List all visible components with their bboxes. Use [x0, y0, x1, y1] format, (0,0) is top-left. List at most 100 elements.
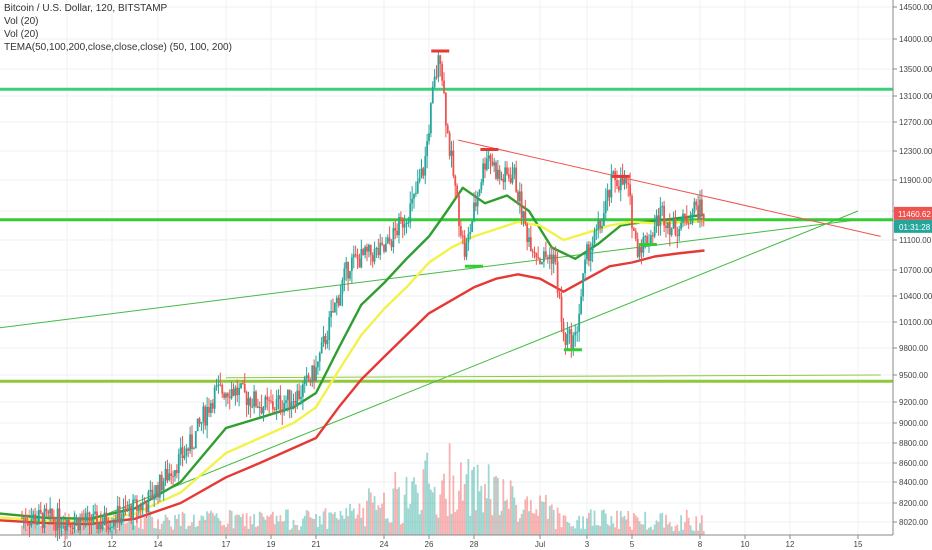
candle-body	[433, 76, 436, 87]
volume-bar	[318, 516, 321, 535]
candle-body	[409, 203, 412, 223]
volume-bar	[300, 526, 302, 535]
candle-body	[384, 243, 387, 252]
tema-indicator[interactable]: TEMA(50,100,200,close,close,close) (50, …	[4, 42, 232, 53]
candle-body	[124, 507, 127, 509]
volume-bar	[700, 515, 703, 535]
volume-bar	[181, 511, 184, 535]
candle-body	[524, 211, 527, 224]
candle-body	[160, 475, 163, 491]
volume-bar	[574, 528, 577, 535]
candle-body	[655, 215, 658, 227]
candle-body	[103, 512, 106, 525]
volume-bar	[644, 511, 647, 535]
volume-bar	[243, 526, 246, 535]
candle-body	[99, 522, 102, 530]
candle-body	[164, 468, 167, 482]
volume-bar	[275, 515, 278, 535]
candle-body	[653, 226, 656, 237]
candle-body	[580, 296, 583, 314]
volume-bar	[330, 512, 333, 535]
volume-bar	[649, 526, 652, 535]
volume-indicator-2[interactable]: Vol (20)	[4, 29, 39, 40]
volume-bar	[646, 529, 649, 535]
volume-bar	[240, 516, 242, 535]
x-tick-label: 10	[63, 540, 72, 549]
candle-body	[71, 527, 74, 530]
volume-bar	[619, 511, 622, 535]
candle-body	[484, 163, 486, 170]
volume-bar	[139, 518, 142, 535]
volume-bar	[495, 475, 497, 535]
candle-body	[187, 448, 190, 451]
candle-body	[179, 447, 182, 454]
volume-bar	[431, 492, 434, 535]
volume-bar	[157, 519, 159, 535]
volume-bar	[661, 512, 664, 535]
candle-body	[651, 235, 654, 237]
volume-bar	[366, 500, 368, 535]
volume-bar	[198, 520, 201, 535]
volume-bar	[172, 529, 175, 535]
candle-body	[482, 163, 485, 183]
volume-bar	[595, 525, 598, 535]
volume-bar	[672, 530, 675, 535]
time-axis[interactable]: 10 12 14 17 19 21 24 26 28 Jul 3 5 8 10 12 15	[63, 535, 863, 549]
candle-body	[515, 167, 518, 192]
trend-line[interactable]	[458, 139, 881, 237]
candle-body	[518, 191, 521, 202]
candle-body	[204, 406, 207, 426]
volume-bar	[92, 522, 95, 535]
volume-bar	[311, 518, 314, 535]
candle-body	[58, 508, 61, 528]
volume-bar	[480, 485, 483, 535]
candles	[21, 50, 705, 542]
price-axis[interactable]: 14500.00 14000.00 13500.00 13100.00 12700.00…	[893, 3, 932, 527]
y-tick-label: 10700.00	[899, 266, 932, 275]
candle-body	[339, 293, 342, 306]
volume-indicator-1[interactable]: Vol (20)	[4, 16, 39, 27]
candle-body	[122, 507, 125, 518]
volume-bar	[665, 514, 667, 535]
volume-bar	[454, 512, 457, 535]
candle-body	[564, 333, 567, 345]
volume-bar	[441, 480, 444, 535]
volume-bar	[371, 502, 374, 535]
y-tick-label: 8020.00	[899, 518, 928, 527]
y-tick-label: 8400.00	[899, 478, 928, 487]
volume-bar	[459, 462, 462, 535]
candle-body	[47, 511, 50, 514]
trend-line[interactable]	[89, 210, 859, 522]
y-tick-label: 12700.00	[899, 118, 932, 127]
volume-bar	[487, 464, 490, 535]
candle-body	[465, 242, 468, 257]
candle-body	[41, 512, 44, 528]
candle-body	[366, 246, 368, 252]
volume-bar	[196, 526, 199, 535]
candle-body	[275, 399, 278, 410]
volume-bar	[223, 524, 226, 535]
candle-body	[330, 310, 333, 318]
candle-body	[520, 191, 523, 218]
candle-body	[240, 383, 242, 388]
volume-bar	[576, 520, 579, 535]
x-tick-label: 19	[267, 540, 276, 549]
symbol-title[interactable]: Bitcoin / U.S. Dollar, 120, BITSTAMP	[4, 3, 168, 14]
volume-bar	[558, 513, 561, 535]
volume-bar	[21, 525, 23, 535]
volume-bar	[446, 516, 449, 535]
candle-body	[37, 509, 40, 522]
volume-bar	[695, 516, 698, 535]
volume-bar	[676, 524, 679, 535]
volume-bar	[75, 529, 78, 535]
candle-body	[356, 254, 359, 259]
candle-body	[606, 190, 609, 201]
candle-body	[301, 384, 304, 397]
candle-body	[666, 222, 669, 228]
volume-bar	[377, 505, 380, 535]
volume-bar	[642, 524, 645, 535]
candle-body	[21, 517, 23, 519]
volume-bar	[670, 526, 673, 535]
candle-body	[550, 254, 553, 264]
